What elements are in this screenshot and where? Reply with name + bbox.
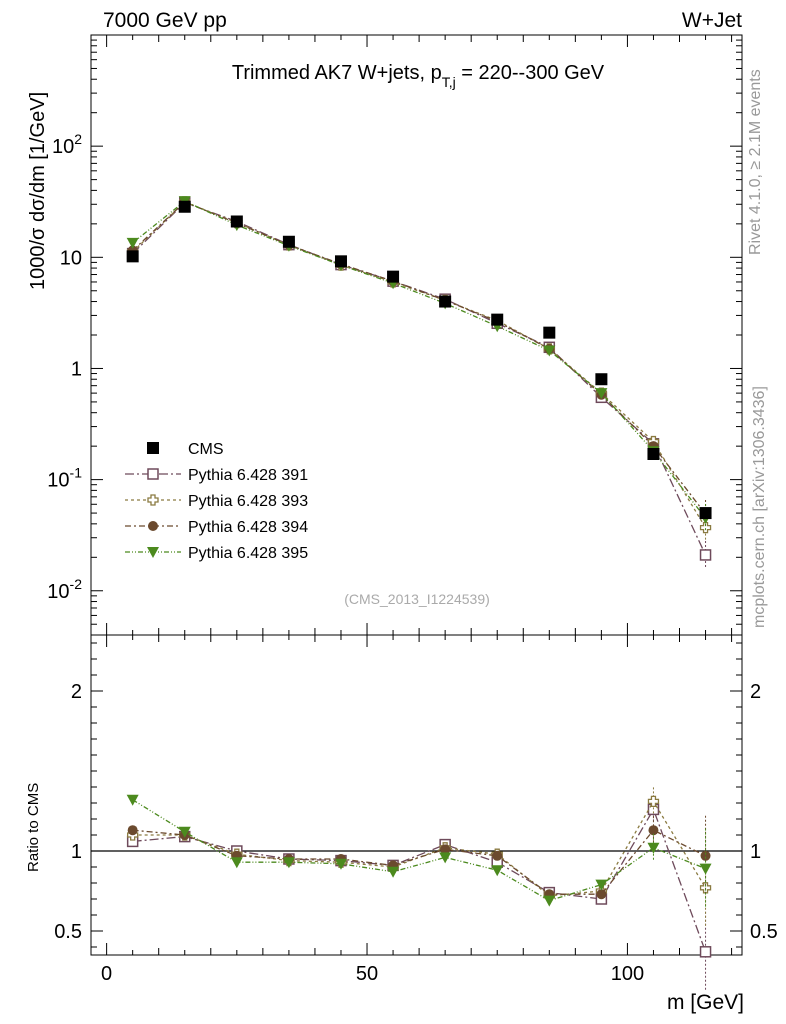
y-tick-label: 10-2 <box>47 576 82 603</box>
legend-label: Pythia 6.428 395 <box>188 545 308 562</box>
header-right: W+Jet <box>682 9 742 32</box>
legend-marker <box>148 521 158 531</box>
reference-point <box>647 447 660 460</box>
series-point <box>699 549 712 561</box>
ratio-point <box>178 826 191 838</box>
ratio-y-tick-label-right: 0.5 <box>750 921 778 943</box>
ratio-point <box>387 866 400 878</box>
ratio-point <box>126 794 139 806</box>
series-line-3 <box>132 201 707 515</box>
ratio-line-3 <box>132 829 706 895</box>
reference-point <box>282 235 295 248</box>
reference-point <box>439 295 452 308</box>
x-axis-label: m [GeV] <box>667 991 744 1014</box>
reference-point <box>491 313 504 326</box>
ratio-point <box>647 795 660 808</box>
reference-point <box>699 507 712 520</box>
rivet-label: Rivet 4.1.0, ≥ 2.1M events <box>747 69 764 255</box>
ratio-point <box>282 857 295 869</box>
ratio-line-1 <box>132 807 707 953</box>
legend-marker <box>147 468 159 480</box>
ratio-point <box>648 825 659 836</box>
y-tick-label: 10-1 <box>47 465 82 492</box>
reference-point <box>178 200 191 213</box>
ratio-y-tick-label-right: 2 <box>750 681 761 703</box>
legend-marker <box>147 547 159 558</box>
ratio-point <box>492 850 503 861</box>
series-point <box>543 345 556 357</box>
chart-title-sub: T,j <box>442 74 456 90</box>
ratio-point <box>699 863 712 875</box>
reference-point <box>230 215 243 228</box>
x-tick-label: 100 <box>611 963 644 985</box>
x-tick-label: 0 <box>101 963 112 985</box>
ratio-point <box>230 857 243 869</box>
mcplots-label: mcplots.cern.ch [arXiv:1306.3436] <box>751 386 768 628</box>
ratio-point <box>440 844 451 855</box>
reference-point <box>334 255 347 268</box>
legend-label: CMS <box>188 441 224 458</box>
ratio-point <box>127 825 138 836</box>
legend-label: Pythia 6.428 393 <box>188 493 308 510</box>
ratio-point <box>439 852 452 864</box>
ratio-line-2 <box>132 800 707 897</box>
ratio-point <box>334 858 347 870</box>
chart-title: Trimmed AK7 W+jets, pT,j = 220--300 GeV <box>232 62 605 90</box>
x-tick-label: 50 <box>356 963 378 985</box>
y-axis-label: 1000/σ dσ/dm [1/GeV] <box>27 92 49 290</box>
series-point <box>595 388 608 400</box>
legend-marker <box>147 494 159 506</box>
ratio-point <box>543 895 556 907</box>
series-line-1 <box>132 201 707 556</box>
series-line-2 <box>132 201 707 528</box>
ratio-y-axis-label: Ratio to CMS <box>25 783 42 872</box>
header-left: 7000 GeV pp <box>103 9 227 32</box>
ratio-point <box>595 879 608 891</box>
ratio-plot-frame <box>90 634 743 956</box>
series-line-4 <box>132 200 707 519</box>
reference-point <box>543 326 556 339</box>
ratio-point <box>491 865 504 877</box>
legend-label: Pythia 6.428 391 <box>188 467 308 484</box>
ratio-y-tick-label-right: 1 <box>750 841 761 863</box>
ratio-y-tick-label: 0.5 <box>54 921 82 943</box>
chart-title-tail: = 220--300 GeV <box>456 62 605 84</box>
ratio-point <box>647 842 660 854</box>
reference-point <box>595 373 608 386</box>
y-tick-label: 1 <box>71 358 82 380</box>
series-point <box>126 237 139 249</box>
legend-marker <box>147 442 159 454</box>
reference-point <box>387 270 400 283</box>
reference-point <box>126 250 139 263</box>
chart-title-main: Trimmed AK7 W+jets, p <box>232 62 442 84</box>
y-tick-label: 102 <box>52 131 82 158</box>
y-tick-label: 10 <box>60 247 82 269</box>
ratio-point <box>700 850 711 861</box>
ratio-y-tick-label: 2 <box>71 681 82 703</box>
ratio-y-tick-label: 1 <box>71 841 82 863</box>
ratio-line-4 <box>132 799 706 902</box>
analysis-id: (CMS_2013_I1224539) <box>344 591 490 607</box>
ratio-point <box>596 889 607 900</box>
ratio-point <box>699 946 712 958</box>
legend-label: Pythia 6.428 394 <box>188 519 308 536</box>
series-point <box>699 521 712 534</box>
